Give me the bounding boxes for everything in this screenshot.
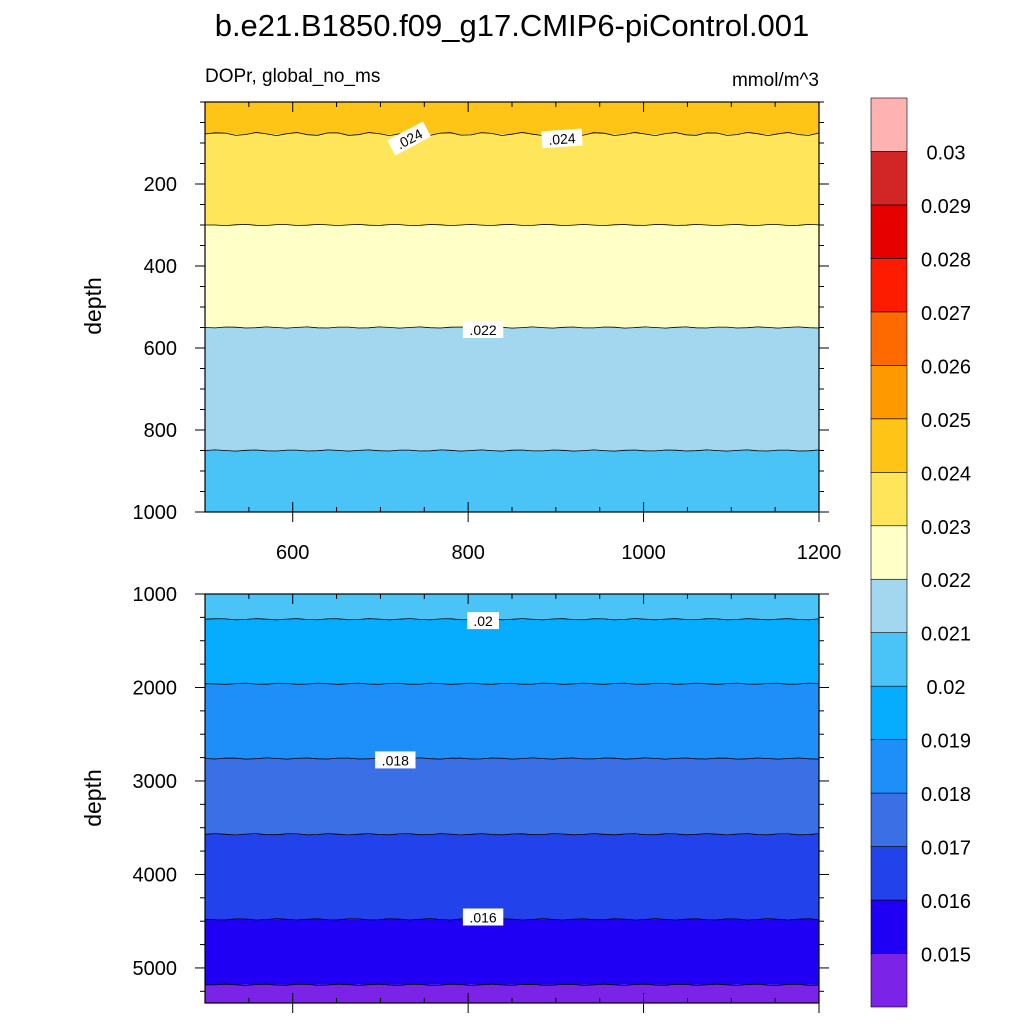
contour-label: .02 bbox=[467, 612, 499, 630]
colorbar: 0.015 0.016 0.017 0.018 0.019 0.02 0.021 0.022 0… bbox=[870, 97, 971, 1008]
contour-label-text: .024 bbox=[548, 130, 577, 148]
colorbar-swatch bbox=[870, 953, 908, 1008]
colorbar-label: 0.018 bbox=[921, 784, 971, 806]
y-tick-label: 3000 bbox=[133, 771, 178, 793]
colorbar-swatch bbox=[870, 846, 908, 901]
colorbar-label: 0.015 bbox=[921, 945, 971, 967]
colorbar-swatch bbox=[870, 739, 908, 794]
colorbar-swatch bbox=[870, 578, 908, 634]
contour-line bbox=[204, 326, 820, 329]
y-tick-label: 5000 bbox=[133, 958, 178, 980]
colorbar-swatch bbox=[870, 151, 908, 206]
colorbar-label: 0.016 bbox=[921, 891, 971, 913]
contour-label-text: .02 bbox=[473, 613, 493, 629]
contour-band bbox=[205, 327, 819, 451]
colorbar-swatch bbox=[870, 311, 908, 366]
colorbar-label: 0.026 bbox=[921, 356, 971, 378]
contour-band bbox=[205, 834, 819, 920]
contour-label: .018 bbox=[375, 751, 416, 769]
contour-line bbox=[204, 618, 820, 621]
y-tick-label: 200 bbox=[144, 174, 177, 196]
colorbar-swatch bbox=[870, 899, 908, 954]
contour-line bbox=[204, 918, 820, 921]
contour-label: .016 bbox=[462, 908, 504, 926]
y-tick-label: 800 bbox=[144, 420, 177, 442]
top-panel-y-axis-label: depth bbox=[80, 277, 106, 335]
colorbar-label: 0.021 bbox=[921, 624, 971, 646]
contour-band bbox=[205, 919, 819, 985]
colorbar-label: 0.028 bbox=[921, 249, 971, 271]
colorbar-swatch bbox=[870, 365, 908, 420]
colorbar-label: 0.025 bbox=[921, 410, 971, 432]
colorbar-swatch bbox=[870, 204, 908, 259]
y-tick-label: 1000 bbox=[133, 502, 178, 524]
colorbar-swatch bbox=[870, 685, 908, 740]
contour-line bbox=[205, 223, 820, 227]
contour-line bbox=[204, 449, 820, 452]
contour-band bbox=[205, 225, 819, 328]
contour-band bbox=[205, 758, 819, 835]
y-tick-label: 1000 bbox=[133, 584, 178, 606]
colorbar-label: 0.027 bbox=[921, 303, 971, 325]
contour-line bbox=[204, 757, 820, 760]
contour-band bbox=[205, 619, 819, 684]
top-panel-units-label: mmol/m^3 bbox=[732, 70, 819, 91]
contour-band bbox=[205, 450, 819, 512]
x-tick-label: 600 bbox=[276, 542, 309, 564]
contour-line bbox=[204, 983, 820, 986]
colorbar-swatch bbox=[870, 258, 908, 313]
contour-label-background bbox=[462, 908, 504, 926]
x-tick-label: 1200 bbox=[797, 542, 842, 564]
contour-line bbox=[204, 833, 820, 836]
contour-label-background bbox=[375, 751, 416, 769]
colorbar-label: 0.022 bbox=[921, 570, 971, 592]
colorbar-label: 0.03 bbox=[927, 143, 966, 165]
contour-line bbox=[204, 682, 820, 685]
colorbar-label: 0.019 bbox=[921, 731, 971, 753]
contour-label-background bbox=[462, 321, 504, 338]
x-tick-label: 800 bbox=[451, 542, 484, 564]
y-tick-label: 400 bbox=[144, 256, 177, 278]
x-tick-label: 1000 bbox=[621, 542, 666, 564]
colorbar-label: 0.023 bbox=[921, 517, 971, 539]
colorbar-label: 0.024 bbox=[921, 463, 971, 485]
colorbar-swatch bbox=[870, 525, 908, 580]
bottom-panel-y-axis-label: depth bbox=[80, 769, 106, 827]
contour-label-background bbox=[467, 612, 499, 630]
contour-band bbox=[205, 984, 819, 1003]
colorbar-swatch bbox=[870, 792, 908, 847]
colorbar-label: 0.017 bbox=[921, 838, 971, 860]
contour-label-text: .018 bbox=[382, 752, 409, 768]
contour-label-background bbox=[387, 121, 431, 156]
colorbar-label: 0.02 bbox=[927, 677, 966, 699]
contour-label: .022 bbox=[462, 321, 504, 338]
colorbar-swatch bbox=[870, 632, 908, 687]
figure-title: b.e21.B1850.f09_g17.CMIP6-piControl.001 bbox=[215, 8, 810, 43]
contour-label-text: .022 bbox=[469, 322, 496, 338]
contour-band bbox=[205, 683, 819, 759]
contour-band bbox=[205, 102, 819, 134]
colorbar-swatch bbox=[870, 418, 908, 473]
contour-line bbox=[204, 131, 820, 137]
top-panel-variable-label: DOPr, global_no_ms bbox=[205, 66, 380, 87]
contour-label: .024 bbox=[541, 128, 583, 149]
colorbar-label: 0.029 bbox=[921, 196, 971, 218]
colorbar-swatch bbox=[870, 97, 908, 152]
contour-label-background bbox=[541, 128, 583, 149]
bottom-panel: depth 1000 2000 3000 4000 5000 .02 .018 .016 bbox=[80, 584, 829, 1013]
contour-label-text: .016 bbox=[469, 910, 496, 926]
colorbar-swatch bbox=[870, 471, 908, 527]
y-tick-label: 600 bbox=[144, 338, 177, 360]
contour-band bbox=[205, 133, 819, 225]
y-tick-label: 2000 bbox=[133, 677, 178, 699]
y-tick-label: 4000 bbox=[133, 864, 178, 886]
top-panel: DOPr, global_no_ms mmol/m^3 depth 600 800… bbox=[80, 66, 841, 564]
